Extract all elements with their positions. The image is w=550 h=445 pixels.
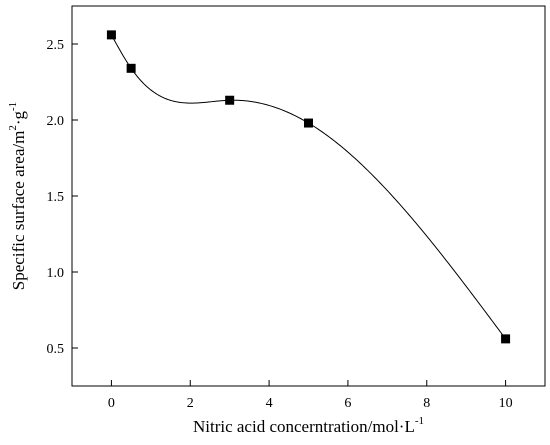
y-axis-title-text: Specific surface area/m [9,131,28,291]
plot-frame [71,5,546,387]
x-tick-label: 2 [187,396,194,411]
fit-curve [110,34,506,340]
y-axis-title: Specific surface area/m2·g-1 [7,102,28,290]
data-point-marker [304,118,313,128]
x-axis-title-text: Nitric acid concerntration/mol·L [193,417,415,436]
x-axis-title-sup: -1 [415,415,424,427]
y-tick-label: 1.5 [47,190,65,205]
data-markers [106,30,511,344]
y-axis-title-unit: ·g [9,110,28,125]
x-tick-label: 4 [266,396,273,411]
x-axis-title: Nitric acid concerntration/mol·L-1 [193,415,424,436]
y-tick-label: 1.0 [47,266,65,281]
data-point-marker [501,334,511,344]
y-tick-label: 0.5 [47,342,65,357]
data-point-marker [106,30,116,40]
x-tick-label: 0 [108,396,115,411]
x-tick-label: 6 [344,396,351,411]
y-axis-title-sup-2: -1 [7,102,19,111]
x-tick-label: 8 [423,396,430,411]
data-point-marker [126,63,136,73]
x-tick-label: 10 [499,396,513,411]
y-tick-label: 2.5 [47,38,65,53]
y-tick-label: 2.0 [47,114,65,129]
x-ticks: 0 2 4 6 8 10 [108,380,513,411]
y-axis-title-sup-1: 2 [7,125,19,131]
y-ticks: 0.5 1.0 1.5 2.0 2.5 [47,38,78,357]
data-point-marker [225,95,235,105]
